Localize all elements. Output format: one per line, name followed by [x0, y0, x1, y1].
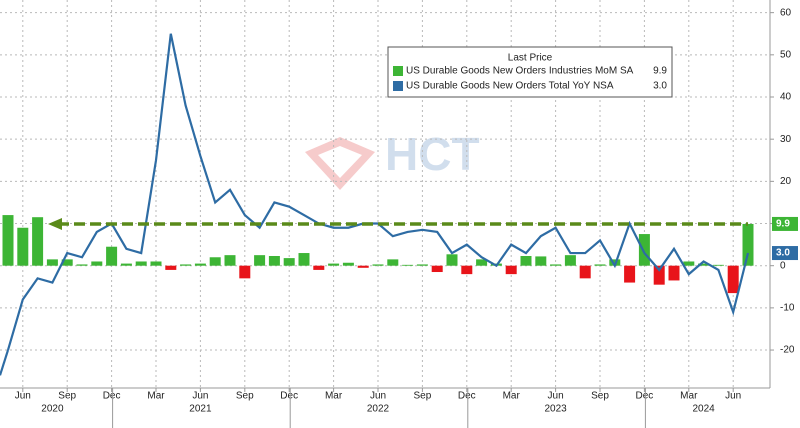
bar	[17, 227, 29, 266]
legend: Last Price US Durable Goods New Orders I…	[387, 46, 673, 98]
year-label: 2020	[41, 404, 64, 415]
bar	[150, 261, 162, 266]
bar	[180, 264, 192, 266]
watermark-logo	[305, 137, 375, 190]
legend-swatch	[393, 81, 403, 91]
y-tick-label: 60	[780, 7, 792, 18]
bar	[416, 264, 428, 266]
year-label: 2024	[692, 404, 715, 415]
last-value-label: 9.9	[776, 219, 790, 230]
x-tick-label: Sep	[591, 391, 609, 402]
x-tick-label: Jun	[548, 391, 564, 402]
bar	[712, 264, 724, 266]
x-tick-label: Mar	[503, 391, 521, 402]
bar	[505, 265, 517, 275]
bar	[698, 263, 710, 266]
year-label: 2023	[544, 404, 567, 415]
bar	[298, 253, 310, 266]
bar	[742, 223, 754, 266]
legend-value: 3.0	[653, 81, 667, 92]
bar	[106, 246, 118, 266]
y-tick-label: 50	[780, 49, 792, 60]
bar	[135, 261, 147, 266]
bar	[638, 234, 650, 266]
bar	[32, 217, 44, 266]
x-tick-label: Dec	[636, 391, 654, 402]
bar	[727, 265, 739, 294]
bar	[224, 255, 236, 266]
bar	[579, 265, 591, 279]
bar	[653, 265, 665, 285]
last-value-label: 3.0	[776, 248, 790, 259]
last-value-badge	[772, 216, 798, 231]
bar	[283, 258, 295, 266]
x-tick-label: Dec	[280, 391, 298, 402]
x-tick-label: Sep	[58, 391, 76, 402]
bar	[209, 257, 221, 266]
legend-label: US Durable Goods New Orders Total YoY NS…	[406, 81, 614, 92]
y-tick-label: 0	[780, 260, 786, 271]
line-lead	[0, 349, 10, 376]
year-label: 2021	[189, 404, 212, 415]
bar	[194, 263, 206, 266]
bar	[535, 256, 547, 266]
x-tick-label: Mar	[325, 391, 343, 402]
y-tick-label: -10	[780, 303, 795, 314]
x-tick-label: Mar	[147, 391, 165, 402]
bar	[254, 255, 266, 266]
bar	[328, 263, 340, 266]
x-tick-label: Jun	[725, 391, 741, 402]
x-tick-label: Dec	[103, 391, 121, 402]
bar	[594, 264, 606, 266]
reference-arrow	[48, 217, 62, 230]
x-tick-label: Mar	[680, 391, 698, 402]
legend-swatch	[393, 66, 403, 76]
bar	[239, 265, 251, 279]
legend-value: 9.9	[653, 66, 667, 77]
bar	[387, 259, 399, 266]
bar	[564, 255, 576, 266]
year-label: 2022	[367, 404, 390, 415]
bar	[268, 255, 280, 266]
bar	[624, 265, 636, 283]
bar	[2, 215, 14, 266]
bar	[402, 264, 414, 266]
x-tick-label: Dec	[458, 391, 476, 402]
bar	[683, 261, 695, 266]
bar	[342, 262, 354, 266]
legend-label: US Durable Goods New Orders Industries M…	[406, 66, 634, 77]
watermark: HCT	[385, 128, 480, 180]
y-tick-label: 30	[780, 134, 792, 145]
bar	[550, 264, 562, 266]
y-tick-label: -20	[780, 345, 795, 356]
x-tick-label: Jun	[192, 391, 208, 402]
x-tick-label: Jun	[370, 391, 386, 402]
y-tick-label: 20	[780, 176, 792, 187]
last-value-badge	[772, 246, 798, 261]
x-tick-label: Sep	[414, 391, 432, 402]
bar	[372, 264, 384, 266]
x-tick-label: Sep	[236, 391, 254, 402]
bar	[446, 254, 458, 266]
bar	[61, 259, 73, 266]
bar	[668, 265, 680, 281]
bar	[461, 265, 473, 275]
bar	[431, 265, 443, 273]
legend-box	[387, 46, 673, 98]
bar	[91, 261, 103, 266]
bar	[476, 259, 488, 266]
bar	[165, 265, 177, 270]
bar	[520, 255, 532, 266]
y-tick-label: 40	[780, 92, 792, 103]
bar	[76, 264, 88, 266]
legend-title: Last Price	[508, 53, 553, 64]
bar	[120, 263, 132, 266]
x-tick-label: Jun	[15, 391, 31, 402]
bar	[313, 265, 325, 270]
bar	[357, 265, 369, 268]
bar	[46, 259, 58, 266]
